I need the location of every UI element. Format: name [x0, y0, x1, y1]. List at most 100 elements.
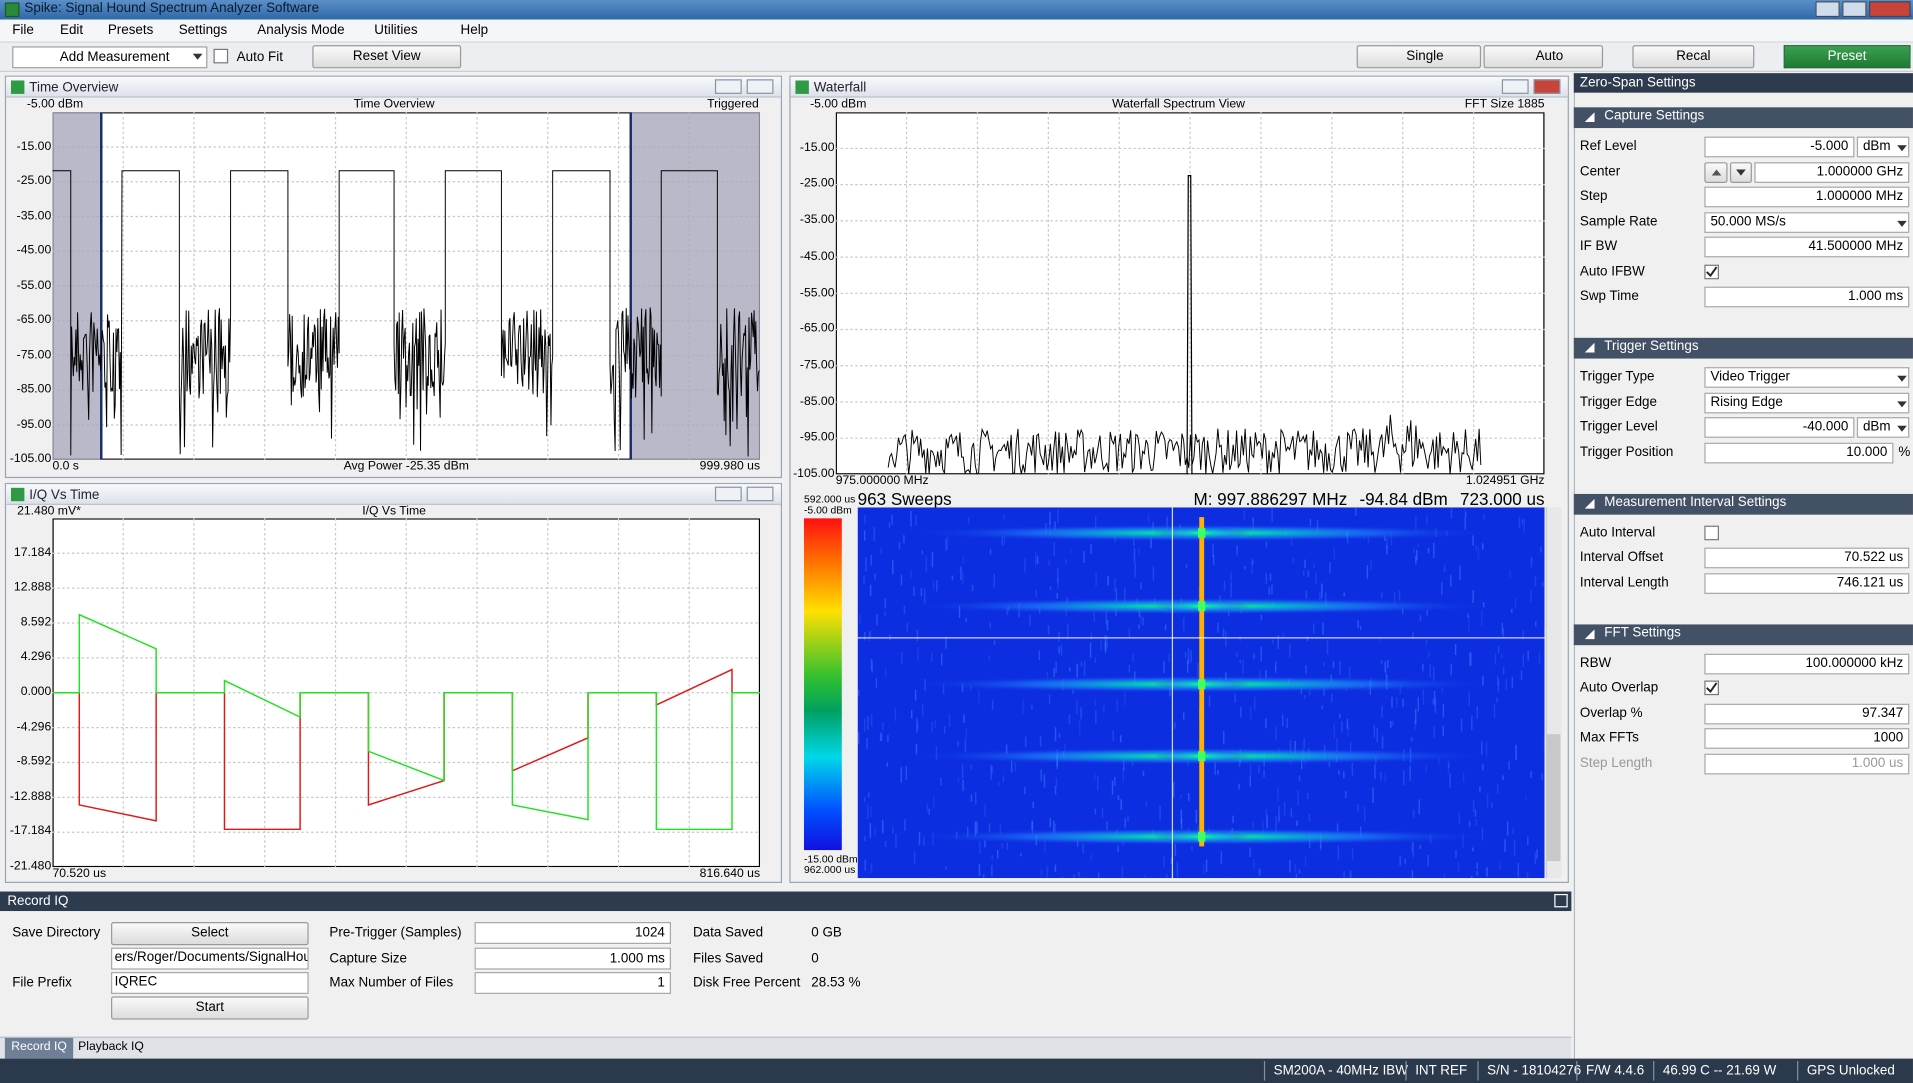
noise-streak [1481, 741, 1483, 755]
field-input[interactable]: 1024 [474, 922, 671, 944]
unit-dropdown[interactable]: dBm [1856, 136, 1910, 158]
noise-streak [1306, 793, 1309, 800]
tab[interactable]: Record IQ [4, 1037, 74, 1059]
unit-dropdown[interactable]: dBm [1856, 417, 1910, 438]
reset-view-button[interactable]: Reset View [312, 45, 462, 69]
y-tick-label: -35.00 [16, 209, 52, 223]
setting-input[interactable]: 1.000000 GHz [1754, 161, 1910, 183]
noise-streak [1112, 730, 1114, 741]
setting-input[interactable]: 1.000000 MHz [1704, 186, 1910, 208]
menu-item[interactable]: Help [460, 23, 489, 38]
noise-streak [942, 683, 945, 695]
noise-streak [874, 826, 876, 837]
minimize-button[interactable] [714, 79, 742, 94]
noise-streak [1465, 512, 1467, 517]
window-button[interactable] [1815, 1, 1840, 18]
noise-streak [948, 713, 951, 727]
setting-input[interactable]: 97.347 [1704, 703, 1910, 724]
noise-streak [1119, 735, 1122, 743]
noise-streak [1527, 836, 1529, 846]
section-title: Trigger Settings [1604, 339, 1699, 354]
noise-streak [988, 654, 991, 662]
noise-streak [1105, 610, 1108, 625]
noise-streak [1054, 864, 1057, 873]
noise-streak [975, 792, 977, 805]
select-button[interactable]: Select [111, 922, 309, 946]
setting-dropdown[interactable]: 50.000 MS/s [1704, 211, 1910, 233]
noise-streak [1404, 858, 1406, 864]
window-button[interactable] [1842, 1, 1867, 18]
noise-streak [1429, 664, 1431, 678]
menu-item[interactable]: Settings [178, 23, 228, 38]
menu-item[interactable]: Utilities [374, 23, 418, 38]
checkbox[interactable] [213, 48, 229, 64]
reference-level: -5.00 dBm [26, 97, 84, 111]
field-input[interactable]: 1 [474, 972, 671, 994]
noise-streak [1419, 845, 1422, 849]
tab[interactable]: Playback IQ [78, 1040, 144, 1054]
minimize-button[interactable] [714, 486, 742, 502]
noise-streak [1138, 547, 1140, 555]
close-button[interactable] [746, 79, 774, 94]
recal-button[interactable]: Recal [1632, 45, 1755, 69]
noise-streak [1097, 776, 1099, 791]
setting-input[interactable]: 70.522 us [1704, 547, 1910, 569]
noise-streak [1402, 699, 1404, 708]
stat-value: 0 [811, 950, 819, 966]
setting-input[interactable]: 1.000 ms [1704, 286, 1910, 308]
path-input[interactable]: ers/Roger/Documents/SignalHound [111, 947, 309, 970]
minimize-button[interactable] [1501, 79, 1529, 94]
noise-streak [1188, 793, 1190, 802]
auto-button[interactable]: Auto [1483, 45, 1604, 69]
noise-streak [1470, 652, 1472, 666]
noise-streak [1418, 799, 1420, 815]
close-button[interactable] [746, 486, 774, 502]
checkbox[interactable] [1704, 525, 1719, 540]
setting-input[interactable]: 10.000 [1704, 442, 1894, 463]
restore-button[interactable] [1554, 893, 1568, 908]
setting-input[interactable]: 41.500000 MHz [1704, 236, 1910, 258]
setting-input[interactable]: -40.000 [1704, 417, 1855, 438]
noise-streak [1472, 535, 1474, 546]
noise-streak [1116, 698, 1119, 713]
menu-item[interactable]: Analysis Mode [257, 23, 345, 38]
setting-dropdown[interactable]: Video Trigger [1704, 367, 1910, 388]
noise-streak [1101, 807, 1104, 818]
y-tick-label: -15.00 [799, 141, 835, 155]
setting-input[interactable]: 1.000 us [1704, 753, 1910, 774]
field-input[interactable]: 1.000 ms [474, 947, 671, 969]
scrollbar-thumb[interactable] [1546, 734, 1561, 862]
menu-item[interactable]: Edit [60, 23, 84, 38]
single-button[interactable]: Single [1356, 45, 1482, 69]
add-measurement-dropdown[interactable]: Add Measurement [12, 46, 208, 69]
noise-streak [891, 827, 894, 834]
window-button[interactable] [1869, 1, 1911, 18]
menu-item[interactable]: File [12, 23, 34, 38]
noise-streak [1525, 795, 1527, 800]
noise-streak [945, 866, 947, 871]
menu-item[interactable]: Presets [107, 23, 154, 38]
noise-streak [1449, 773, 1451, 788]
noise-streak [1357, 804, 1359, 812]
y-tick-label: -21.480 [9, 859, 52, 874]
setting-input[interactable]: -5.000 [1704, 136, 1855, 158]
setting-input[interactable]: 746.121 us [1704, 572, 1910, 594]
setting-input[interactable]: 100.000000 kHz [1704, 653, 1910, 674]
close-button[interactable] [1533, 79, 1561, 94]
setting-label: Swp Time [1579, 289, 1639, 304]
start-button[interactable]: Start [111, 996, 309, 1020]
noise-streak [1283, 801, 1286, 817]
noise-streak [1392, 720, 1394, 726]
setting-input[interactable]: 1000 [1704, 728, 1910, 749]
noise-streak [1183, 712, 1185, 720]
noise-streak [1249, 763, 1252, 777]
noise-streak [1508, 760, 1510, 770]
preset-button[interactable]: Preset [1783, 45, 1911, 69]
noise-streak [1296, 820, 1298, 826]
noise-streak [1482, 764, 1484, 771]
setting-dropdown[interactable]: Rising Edge [1704, 392, 1910, 413]
prefix-input[interactable]: IQREC [111, 972, 309, 994]
noise-streak [1286, 718, 1288, 728]
y-tick-label: -105.00 [9, 452, 52, 466]
status-item: SM200A - 40MHz IBW [1273, 1063, 1408, 1079]
